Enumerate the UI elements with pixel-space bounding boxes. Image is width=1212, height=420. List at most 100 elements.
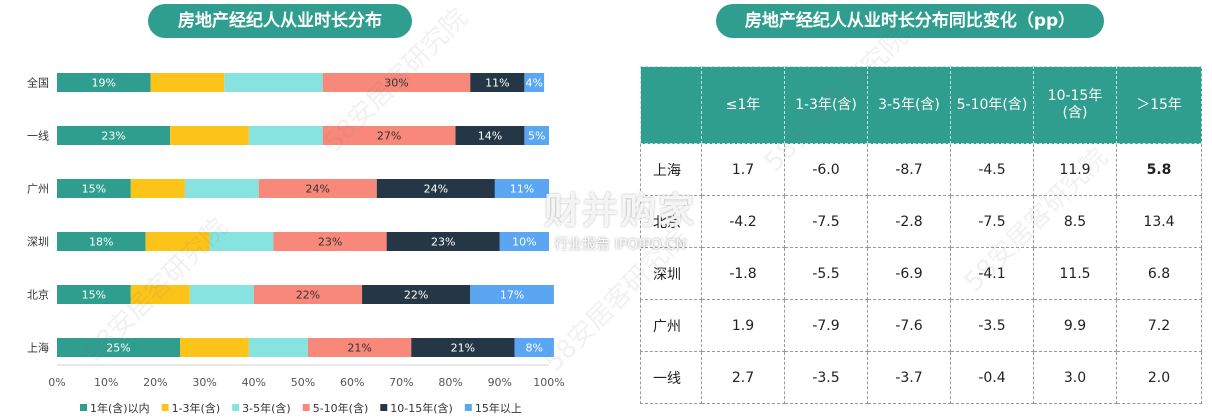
- table-cell: -7.5: [784, 195, 868, 248]
- bar-segment: [170, 126, 249, 145]
- bar-segment: [524, 126, 549, 145]
- legend-swatch: [302, 404, 310, 411]
- legend-swatch: [232, 404, 240, 411]
- bar-data-label: 24%: [424, 183, 448, 196]
- bar-data-label: 22%: [296, 289, 320, 302]
- bar-segment: [189, 285, 254, 304]
- table-cell: -4.2: [701, 195, 785, 248]
- table-header-cell: ≤1年: [701, 66, 785, 144]
- table-cell: -2.8: [867, 195, 951, 248]
- bar-data-label: 23%: [318, 236, 342, 249]
- bar-segment: [180, 338, 249, 357]
- bar-segment: [470, 285, 554, 304]
- table-cell: -7.5: [950, 195, 1034, 248]
- bar-segment: [145, 232, 210, 251]
- x-tick-label: 90%: [488, 376, 512, 389]
- table-cell: 7.2: [1116, 299, 1202, 352]
- bar-segment: [57, 126, 171, 145]
- table-cell: 2.7: [701, 351, 785, 404]
- bar-data-label: 4%: [526, 77, 543, 90]
- table-cell: 11.5: [1033, 247, 1117, 300]
- table-cell: 9.9: [1033, 299, 1117, 352]
- bar-segment: [499, 232, 549, 251]
- table-header-row: ≤1年 1-3年(含) 3-5年(含) 5-10年(含) 10-15年 (含) ＞15年: [640, 66, 1202, 144]
- table-cell: -6.9: [867, 247, 951, 300]
- y-tick-label: 上海: [27, 341, 49, 355]
- bar-segment: [248, 126, 323, 145]
- bar-segment: [57, 285, 131, 304]
- bar-segment: [411, 338, 515, 357]
- table-row: 广州 1.9 -7.9 -7.6 -3.5 9.9 7.2: [640, 299, 1202, 352]
- legend-swatch: [80, 404, 87, 411]
- bar-segment: [248, 338, 308, 357]
- bar-data-label: 19%: [92, 77, 116, 90]
- x-tick-label: 100%: [533, 376, 564, 389]
- table-cell: -5.5: [784, 247, 868, 300]
- bar-segment: [273, 232, 387, 251]
- bar-data-label: 15%: [82, 289, 106, 302]
- x-tick-label: 10%: [94, 376, 118, 389]
- table-row: 深圳 -1.8 -5.5 -6.9 -4.1 11.5 6.8: [640, 247, 1202, 300]
- bar-segment: [322, 73, 471, 92]
- bar-segment: [494, 179, 549, 198]
- x-tick-label: 60%: [340, 376, 364, 389]
- right-table-title: 房地产经纪人从业时长分布同比变化（pp）: [716, 4, 1104, 38]
- bar-segment: [362, 285, 471, 304]
- table-cell: -6.0: [784, 143, 868, 196]
- table-cell: -3.5: [950, 299, 1034, 352]
- bar-segment: [57, 73, 151, 92]
- bar-segment: [307, 338, 412, 357]
- bar-data-label: 15%: [82, 183, 106, 196]
- bar-segment: [57, 179, 131, 198]
- bar-data-label: 24%: [306, 183, 330, 196]
- y-tick-label: 广州: [27, 183, 49, 196]
- bar-segment: [386, 232, 500, 251]
- bar-data-label: 14%: [478, 130, 502, 143]
- bar-segment: [514, 338, 554, 357]
- table-cell: 1.9: [701, 299, 785, 352]
- bar-data-label: 27%: [377, 130, 401, 143]
- bar-data-label: 30%: [384, 77, 408, 90]
- table-cell: -4.1: [950, 247, 1034, 300]
- table-header-cell: 3-5年(含): [867, 66, 951, 144]
- bar-segment: [184, 179, 259, 198]
- x-tick-label: 0%: [48, 376, 65, 389]
- legend-label: 10-15年(含): [390, 401, 453, 415]
- x-tick-label: 50%: [291, 376, 315, 389]
- y-tick-label: 深圳: [27, 236, 49, 249]
- table-cell: -3.7: [867, 351, 951, 404]
- table-cell: -0.4: [950, 351, 1034, 404]
- bar-segment: [524, 73, 545, 92]
- bar-segment: [150, 73, 225, 92]
- bar-data-label: 23%: [431, 236, 455, 249]
- table-row-label: 上海: [640, 143, 702, 196]
- left-chart-title: 房地产经纪人从业时长分布: [148, 4, 412, 38]
- table-row-label: 一线: [640, 351, 702, 404]
- bar-segment: [130, 179, 185, 198]
- table-header-cell: 1-3年(含): [784, 66, 868, 144]
- table-row: 一线 2.7 -3.5 -3.7 -0.4 3.0 2.0: [640, 351, 1202, 404]
- table-row-label: 广州: [640, 299, 702, 352]
- legend-label: 5-10年(含): [313, 401, 369, 415]
- y-tick-label: 北京: [27, 288, 49, 302]
- bar-data-label: 21%: [451, 342, 475, 355]
- bar-segment: [376, 179, 495, 198]
- bar-segment: [57, 232, 146, 251]
- table-header-cell: [640, 66, 702, 144]
- table-body: 上海 1.7 -6.0 -8.7 -4.5 11.9 5.8 北京 -4.2 -7.5 -2.8 -7…: [640, 143, 1202, 404]
- table-cell: 3.0: [1033, 351, 1117, 404]
- table-cell: -7.9: [784, 299, 868, 352]
- table-row: 上海 1.7 -6.0 -8.7 -4.5 11.9 5.8: [640, 143, 1202, 196]
- bar-data-label: 25%: [106, 342, 130, 355]
- bar-segment: [470, 73, 525, 92]
- legend-label: 1-3年(含): [172, 401, 221, 415]
- table-cell: 8.5: [1033, 195, 1117, 248]
- table-header-cell: 5-10年(含): [950, 66, 1034, 144]
- bar-segment: [57, 338, 180, 357]
- bar-data-label: 21%: [347, 342, 371, 355]
- legend-swatch: [161, 404, 169, 411]
- table-cell: -7.6: [867, 299, 951, 352]
- bar-segment: [322, 126, 456, 145]
- table-header-cell: 10-15年 (含): [1033, 66, 1117, 144]
- bar-data-label: 11%: [510, 183, 534, 196]
